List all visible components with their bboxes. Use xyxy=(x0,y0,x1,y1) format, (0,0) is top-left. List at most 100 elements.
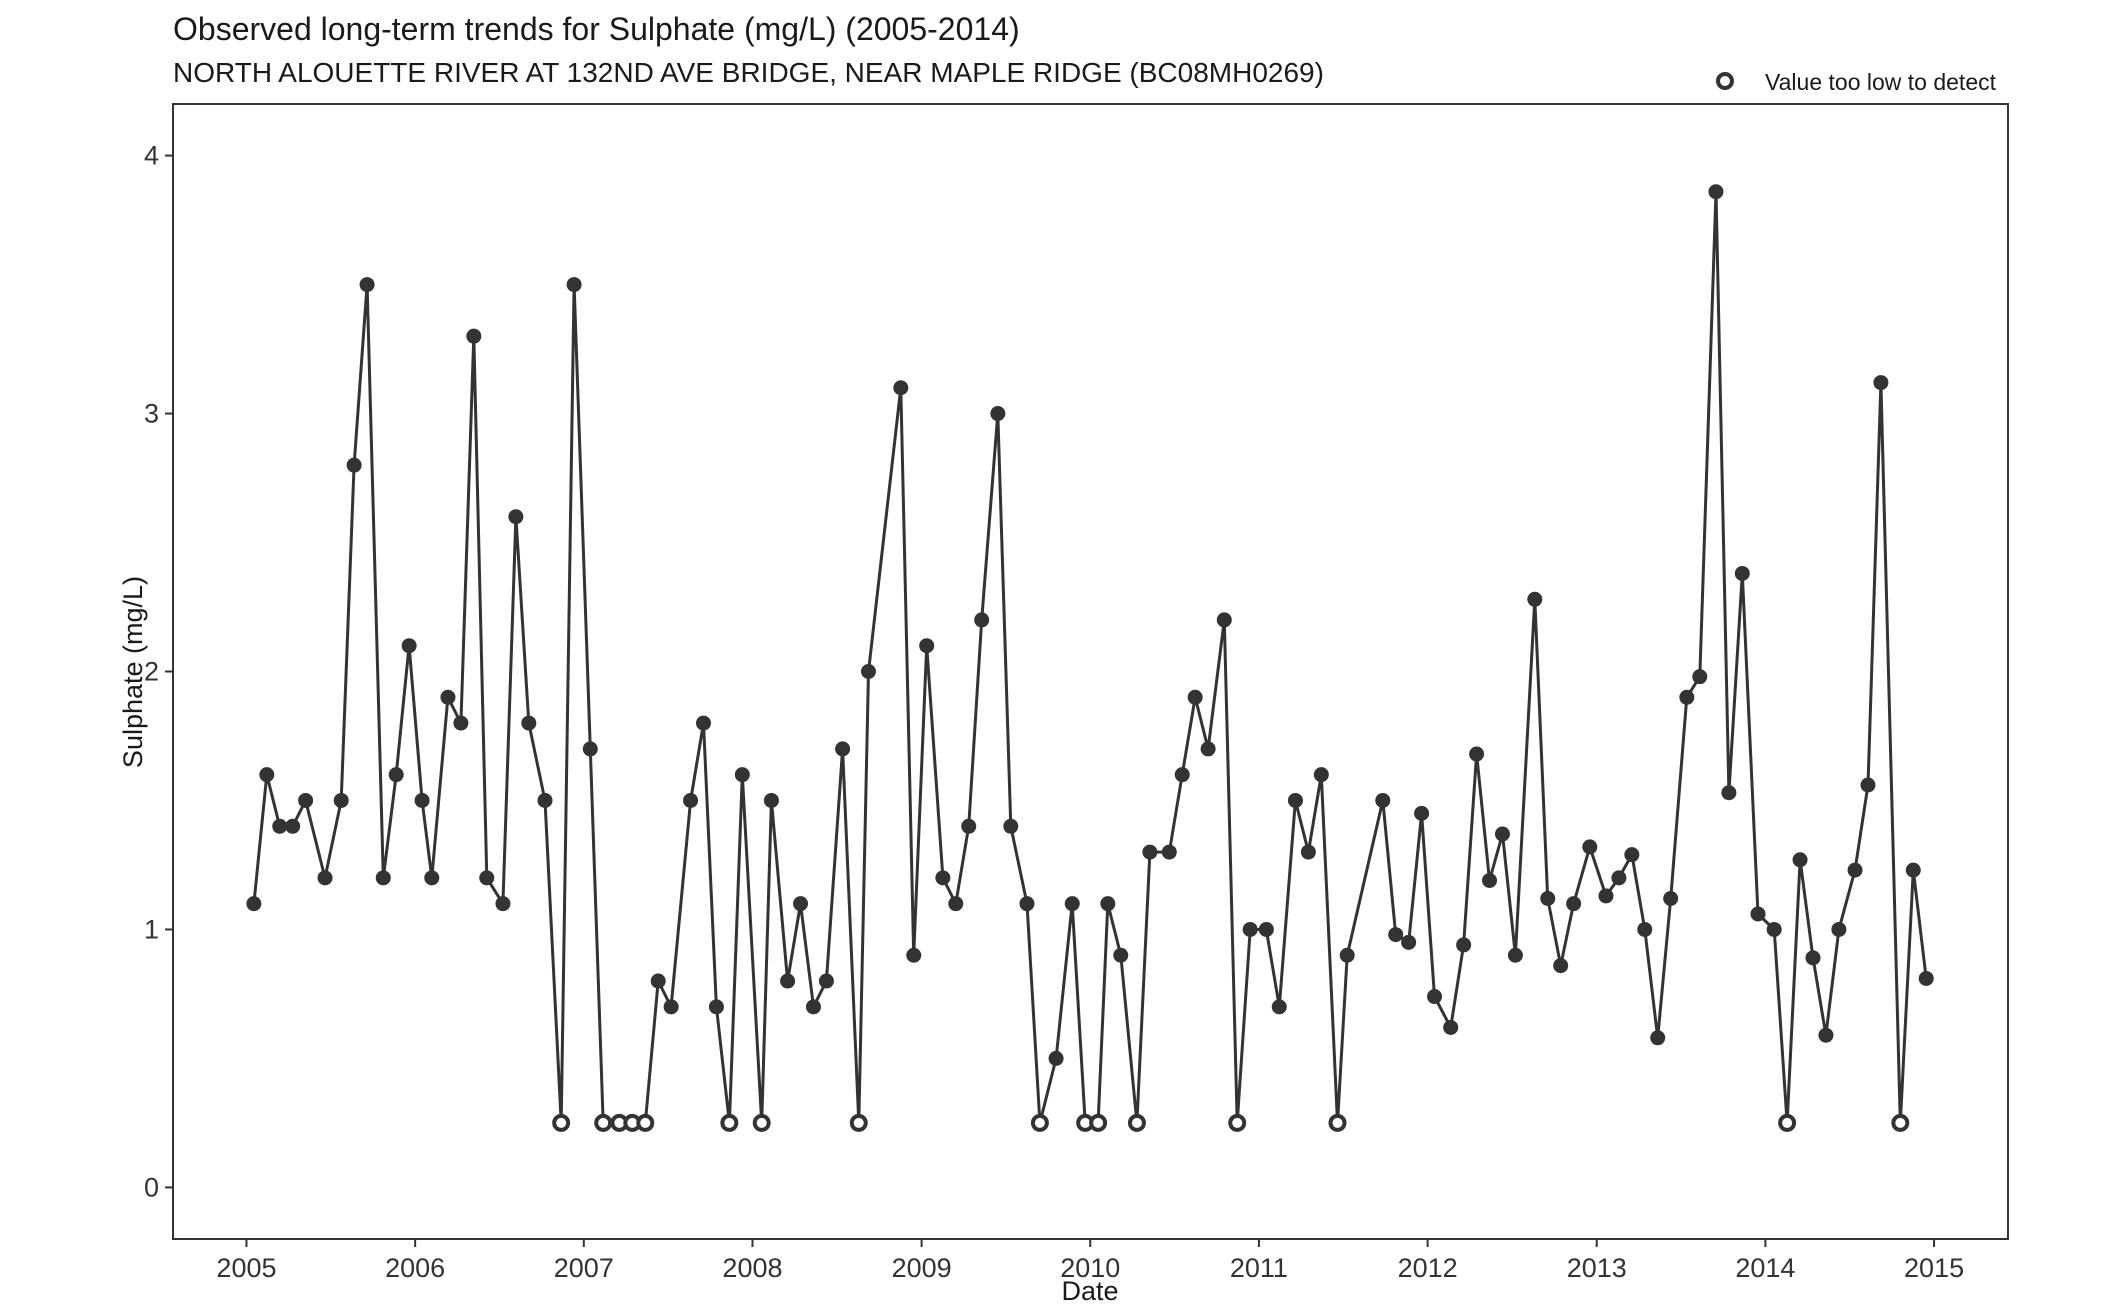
data-point xyxy=(582,741,598,757)
data-point xyxy=(1287,792,1303,808)
y-tick-label: 2 xyxy=(144,657,159,687)
data-point xyxy=(1427,989,1443,1005)
data-point xyxy=(1905,862,1921,878)
x-tick-label: 2009 xyxy=(892,1253,952,1283)
data-point xyxy=(1443,1019,1459,1035)
data-point xyxy=(259,767,275,783)
data-point xyxy=(298,792,314,808)
data-point xyxy=(1313,767,1329,783)
data-point xyxy=(359,277,375,293)
data-point xyxy=(948,896,964,912)
data-point xyxy=(1469,746,1485,762)
data-point xyxy=(1113,947,1129,963)
data-point xyxy=(346,457,362,473)
x-tick-label: 2006 xyxy=(385,1253,445,1283)
data-point xyxy=(1216,612,1232,628)
x-tick-label: 2010 xyxy=(1060,1253,1120,1283)
data-point xyxy=(1375,792,1391,808)
data-point xyxy=(317,870,333,886)
data-point xyxy=(1847,862,1863,878)
data-point xyxy=(835,741,851,757)
data-point xyxy=(1831,921,1847,937)
data-point xyxy=(734,767,750,783)
data-point xyxy=(272,818,288,834)
y-tick-label: 0 xyxy=(144,1172,159,1202)
data-point xyxy=(440,689,456,705)
data-point xyxy=(893,380,909,396)
data-point xyxy=(1200,741,1216,757)
data-point xyxy=(974,612,990,628)
data-point xyxy=(453,715,469,731)
censored-point xyxy=(1328,1113,1347,1132)
data-point xyxy=(1860,777,1876,793)
data-point xyxy=(1650,1030,1666,1046)
censored-point xyxy=(1127,1113,1146,1132)
data-point xyxy=(246,896,262,912)
data-point xyxy=(1242,921,1258,937)
censored-point xyxy=(1778,1113,1797,1132)
legend-label: Value too low to detect xyxy=(1765,69,1997,95)
data-point xyxy=(1507,947,1523,963)
data-point xyxy=(285,818,301,834)
data-point xyxy=(1918,970,1934,986)
series-layer xyxy=(246,184,1934,1132)
data-point xyxy=(1494,826,1510,842)
x-tick-label: 2005 xyxy=(216,1253,276,1283)
data-point xyxy=(401,638,417,654)
data-point xyxy=(1527,591,1543,607)
data-point xyxy=(375,870,391,886)
data-point xyxy=(1553,958,1569,974)
data-point xyxy=(1003,818,1019,834)
data-point xyxy=(860,664,876,679)
data-point xyxy=(1019,896,1035,912)
data-point xyxy=(763,792,779,808)
legend: Value too low to detect xyxy=(1716,69,1997,95)
data-point xyxy=(780,973,796,989)
data-point xyxy=(1637,921,1653,937)
chart-title: Observed long-term trends for Sulphate (… xyxy=(173,11,1020,47)
censored-point xyxy=(552,1113,571,1132)
data-point xyxy=(990,406,1006,422)
data-point xyxy=(479,870,495,886)
data-point xyxy=(919,638,935,654)
data-point xyxy=(424,870,440,886)
censored-point xyxy=(1228,1113,1247,1132)
x-tick-label: 2011 xyxy=(1230,1253,1288,1283)
y-axis: 0 1 2 3 4 xyxy=(144,141,173,1202)
censored-point xyxy=(1891,1113,1910,1132)
data-point xyxy=(1663,891,1679,906)
data-point xyxy=(906,947,922,963)
data-point xyxy=(1766,921,1782,937)
x-tick-label: 2014 xyxy=(1735,1253,1795,1283)
x-axis: 2005 2006 2007 2008 2009 2010 2011 2012 2013 2014… xyxy=(216,1239,1964,1283)
data-point xyxy=(1414,805,1430,821)
data-point xyxy=(537,792,553,808)
chart-subtitle: NORTH ALOUETTE RIVER AT 132ND AVE BRIDGE… xyxy=(173,57,1324,88)
y-tick-label: 3 xyxy=(144,399,159,429)
data-point xyxy=(1540,891,1556,906)
data-point xyxy=(1142,844,1158,860)
data-point xyxy=(1258,921,1274,937)
data-point xyxy=(1271,999,1287,1015)
data-point xyxy=(508,509,524,525)
censored-point xyxy=(849,1113,868,1132)
x-tick-label: 2015 xyxy=(1904,1253,1964,1283)
data-point xyxy=(1456,937,1472,953)
data-point xyxy=(663,999,679,1015)
legend-open-circle-marker xyxy=(1716,72,1734,90)
x-tick-label: 2008 xyxy=(722,1253,782,1283)
data-point xyxy=(495,896,511,912)
x-axis-title: Date xyxy=(1061,1276,1118,1306)
data-point xyxy=(1388,927,1404,943)
data-point xyxy=(1598,888,1614,904)
data-point xyxy=(708,999,724,1015)
censored-point xyxy=(1030,1113,1049,1132)
data-point xyxy=(961,818,977,834)
data-point xyxy=(1624,847,1640,863)
data-point xyxy=(793,896,809,912)
data-point xyxy=(818,973,834,989)
data-point xyxy=(1300,844,1316,860)
data-point xyxy=(1721,785,1737,801)
data-point xyxy=(1582,839,1598,855)
